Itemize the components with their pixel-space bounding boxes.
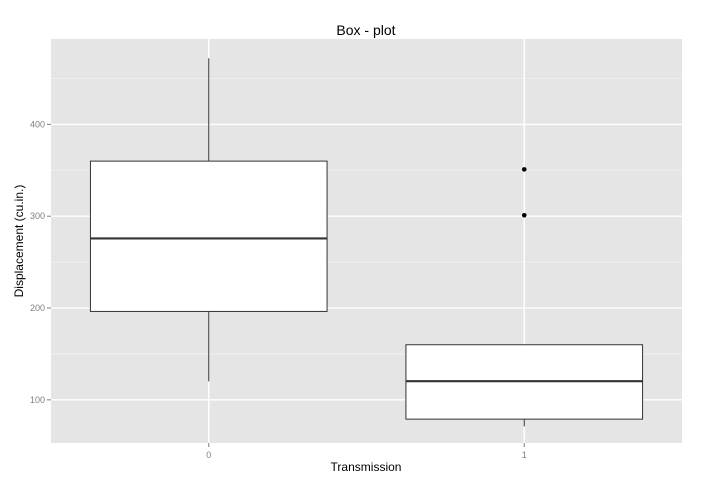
y-axis-ticks: 100 200 300 400 — [30, 119, 51, 405]
outlier-point — [521, 212, 527, 218]
y-tick-label: 400 — [30, 119, 45, 129]
x-tick-label: 1 — [522, 450, 527, 460]
y-axis-title: Displacement (cu.in.) — [12, 185, 26, 298]
x-axis-title: Transmission — [331, 460, 402, 474]
outlier-point — [521, 167, 527, 172]
y-tick-label: 100 — [30, 395, 45, 405]
y-tick-label: 300 — [30, 211, 45, 221]
box-0 — [89, 58, 328, 382]
boxes-layer — [89, 58, 644, 427]
box-1 — [405, 167, 644, 427]
y-tick-label: 200 — [30, 303, 45, 313]
box-iqr — [89, 160, 328, 312]
chart-title: Box - plot — [336, 22, 395, 38]
x-tick-label: 0 — [206, 450, 211, 460]
